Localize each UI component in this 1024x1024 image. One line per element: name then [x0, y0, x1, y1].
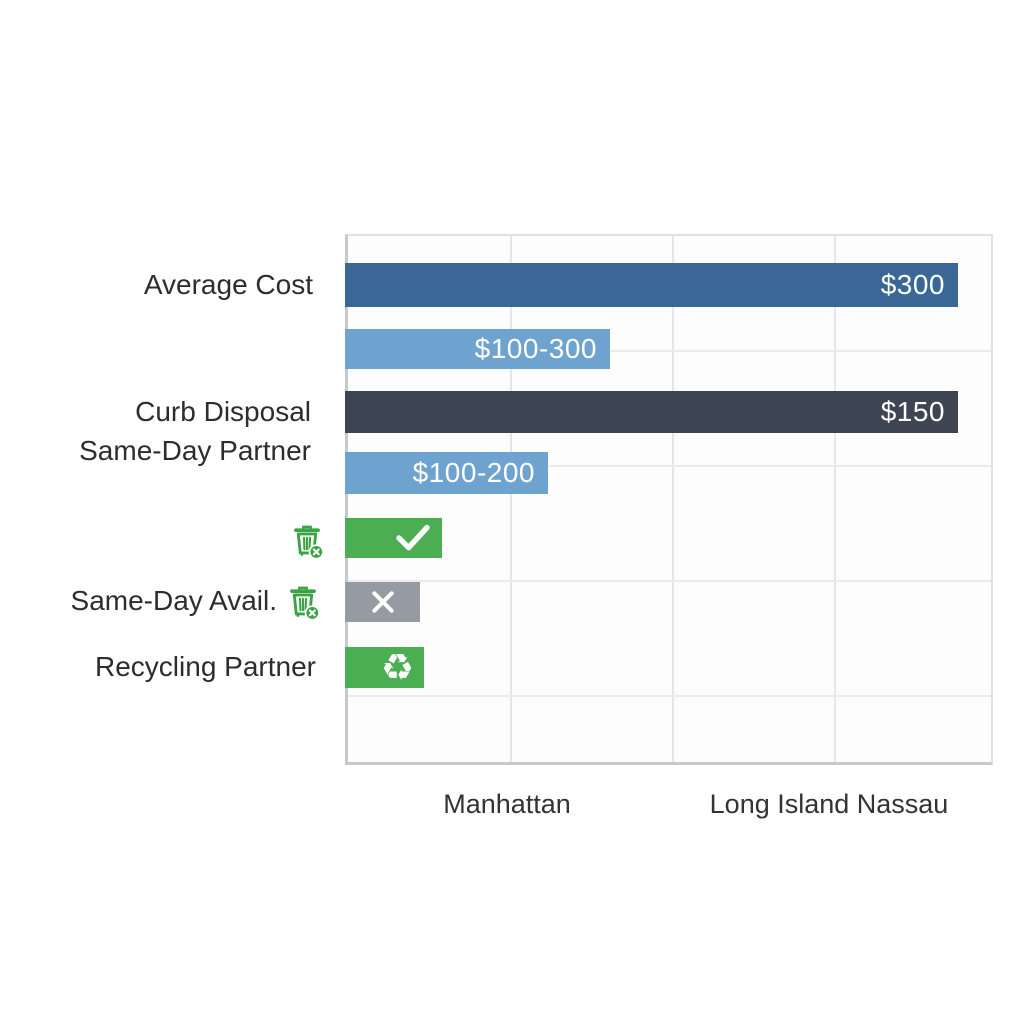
row-label-recycling-partner: Recycling Partner — [95, 651, 316, 682]
trash-bin-icon — [290, 586, 320, 621]
vertical-gridline-3 — [834, 236, 836, 762]
bar-average-cost-long-island: $100-300 — [345, 329, 610, 369]
check-icon — [396, 524, 430, 551]
row-label-average-cost: Average Cost — [143, 269, 313, 300]
bar-same-day-available-no — [345, 582, 420, 622]
vertical-gridline-2 — [672, 236, 674, 762]
bar-value-label: $100-200 — [412, 457, 535, 488]
horizontal-gridline-4 — [348, 695, 991, 697]
chart-plot-area — [345, 234, 993, 765]
horizontal-gridline-2 — [348, 465, 991, 467]
row-label-same-day-partner: Same-Day Partner — [79, 435, 311, 466]
recycle-icon: ♻ — [380, 646, 414, 689]
bar-same-day-partner: $100-200 — [345, 452, 548, 494]
x-axis-label-long-island-nassau: Long Island Nassau — [709, 789, 949, 819]
horizontal-gridline-3 — [348, 580, 991, 582]
trash-bin-icon-1 — [289, 521, 325, 565]
bar-value-label: $100-300 — [474, 333, 597, 364]
horizontal-gridline-1 — [348, 350, 991, 352]
row-label-same-day-avail: Same-Day Avail. — [70, 585, 277, 616]
bar-same-day-available-yes — [345, 518, 442, 558]
trash-bin-icon — [294, 525, 324, 560]
bar-average-cost-manhattan: $300 — [345, 263, 958, 307]
cross-icon — [371, 591, 394, 613]
check-icon-wrap — [392, 523, 442, 553]
bar-value-label: $150 — [880, 396, 945, 427]
vertical-gridline-1 — [510, 236, 512, 762]
bar-recycling-partner: ♻ — [345, 647, 424, 688]
row-label-curb-disposal: Curb Disposal — [135, 396, 311, 427]
bar-value-label: $300 — [880, 269, 945, 300]
bar-curb-disposal: $150 — [345, 391, 958, 433]
x-axis-label-manhattan: Manhattan — [443, 789, 571, 819]
trash-bin-icon-2 — [285, 582, 321, 626]
cross-icon-wrap — [367, 586, 399, 618]
